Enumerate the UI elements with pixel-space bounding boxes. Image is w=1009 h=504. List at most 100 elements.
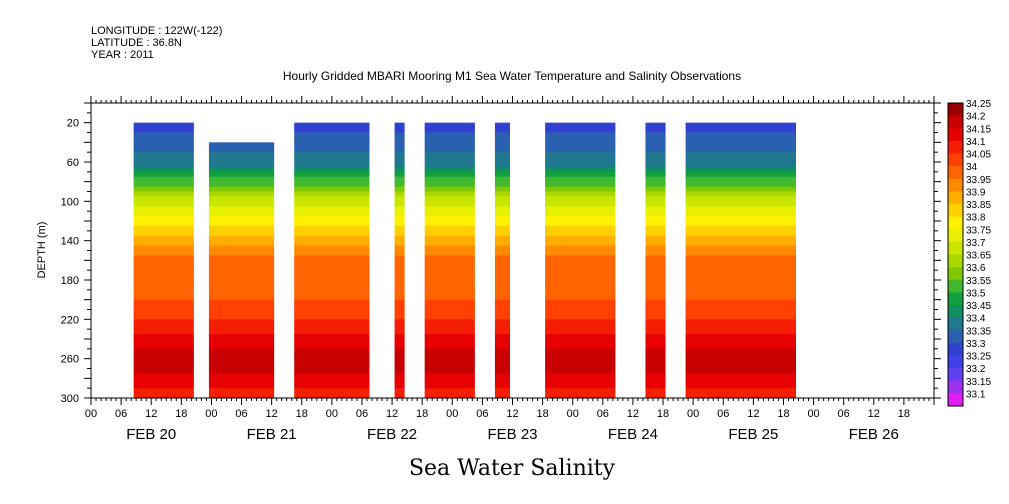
heatmap-cell <box>424 388 475 394</box>
heatmap-cell <box>645 270 666 276</box>
heatmap-cell <box>645 388 666 394</box>
colorbar-label: 33.85 <box>966 200 991 211</box>
heatmap-cell <box>645 339 666 345</box>
heatmap-cell <box>494 122 510 129</box>
x-hour-label: 00 <box>85 408 97 420</box>
heatmap-cell <box>545 383 616 389</box>
heatmap-cell <box>294 176 370 183</box>
heatmap-cell <box>645 132 666 138</box>
heatmap-cell <box>394 265 405 271</box>
heatmap-cell <box>133 176 194 183</box>
heatmap-cell <box>424 329 475 335</box>
x-hour-label: 18 <box>898 408 910 420</box>
heatmap-cell <box>424 186 475 192</box>
heatmap-cell <box>394 289 405 296</box>
heatmap-cell <box>294 343 370 350</box>
heatmap-cell <box>294 334 370 340</box>
heatmap-cell <box>685 235 797 242</box>
heatmap-cell <box>294 260 370 266</box>
y-tick-label: 300 <box>61 393 79 405</box>
heatmap-cell <box>645 152 666 158</box>
heatmap-cell <box>424 191 475 197</box>
heatmap-cell <box>208 225 275 232</box>
heatmap-cell <box>645 368 666 374</box>
x-hour-label: 00 <box>205 408 217 420</box>
heatmap-cell <box>645 363 666 369</box>
heatmap-cell <box>685 324 797 330</box>
heatmap-cell <box>645 176 666 183</box>
data-segment <box>294 122 370 399</box>
heatmap-cell <box>133 162 194 168</box>
heatmap-cell <box>645 171 666 178</box>
heatmap-cell <box>394 181 405 188</box>
heatmap-cell <box>208 201 275 207</box>
heatmap-cell <box>394 294 405 301</box>
x-hour-label: 06 <box>476 408 488 420</box>
x-hour-label: 06 <box>356 408 368 420</box>
heatmap-cell <box>494 245 510 251</box>
heatmap-cell <box>494 314 510 320</box>
heatmap-cell <box>424 240 475 247</box>
heatmap-cell <box>645 142 666 148</box>
heatmap-cell <box>685 329 797 335</box>
heatmap-cell <box>685 181 797 188</box>
heatmap-cell <box>394 339 405 345</box>
colorbar-label: 33.45 <box>966 301 991 312</box>
heatmap-cell <box>394 191 405 197</box>
heatmap-cell <box>424 284 475 291</box>
heatmap-cell <box>424 309 475 315</box>
colorbar-label: 33.4 <box>966 314 986 325</box>
x-hour-label: 06 <box>838 408 850 420</box>
heatmap-cell <box>545 221 616 227</box>
heatmap-cell <box>685 166 797 173</box>
heatmap-cell <box>208 181 275 188</box>
heatmap-cell <box>685 176 797 183</box>
heatmap-cell <box>424 280 475 286</box>
heatmap-cell <box>545 137 616 143</box>
x-date-label: FEB 22 <box>367 426 417 443</box>
heatmap-cell <box>494 206 510 212</box>
heatmap-cell <box>545 230 616 237</box>
heatmap-cell <box>424 196 475 202</box>
heatmap-cell <box>424 152 475 158</box>
heatmap-cell <box>424 289 475 296</box>
heatmap-cell <box>394 299 405 306</box>
heatmap-cell <box>208 373 275 379</box>
heatmap-cell <box>494 230 510 237</box>
heatmap-cell <box>208 289 275 296</box>
heatmap-cell <box>133 284 194 291</box>
colorbar-swatch <box>948 166 963 180</box>
heatmap-cell <box>208 270 275 276</box>
y-tick-label: 20 <box>67 118 79 130</box>
heatmap-cell <box>394 378 405 384</box>
heatmap-cell <box>645 225 666 232</box>
heatmap-cell <box>494 166 510 173</box>
heatmap-cell <box>545 201 616 207</box>
heatmap-cell <box>208 245 275 251</box>
heatmap-cell <box>545 324 616 330</box>
heatmap-cell <box>133 157 194 163</box>
heatmap-cell <box>394 275 405 281</box>
year-label: YEAR : 2011 <box>91 49 154 61</box>
heatmap-cell <box>645 201 666 207</box>
heatmap-cell <box>294 314 370 320</box>
colorbar-swatch <box>948 254 963 268</box>
heatmap-cell <box>294 211 370 217</box>
heatmap-cell <box>685 358 797 365</box>
heatmap-cell <box>494 393 510 399</box>
x-date-label: FEB 20 <box>126 426 176 443</box>
x-date-label: FEB 25 <box>728 426 778 443</box>
heatmap-cell <box>133 211 194 217</box>
heatmap-cell <box>294 235 370 242</box>
latitude-label: LATITUDE : 36.8N <box>91 37 182 49</box>
heatmap-cell <box>208 324 275 330</box>
data-segment <box>208 142 275 399</box>
heatmap-cell <box>545 181 616 188</box>
heatmap-cell <box>208 171 275 178</box>
heatmap-cell <box>685 363 797 369</box>
heatmap-cell <box>685 334 797 340</box>
heatmap-cell <box>394 314 405 320</box>
heatmap-cell <box>208 383 275 389</box>
heatmap-cell <box>294 388 370 394</box>
x-hour-label: 06 <box>597 408 609 420</box>
